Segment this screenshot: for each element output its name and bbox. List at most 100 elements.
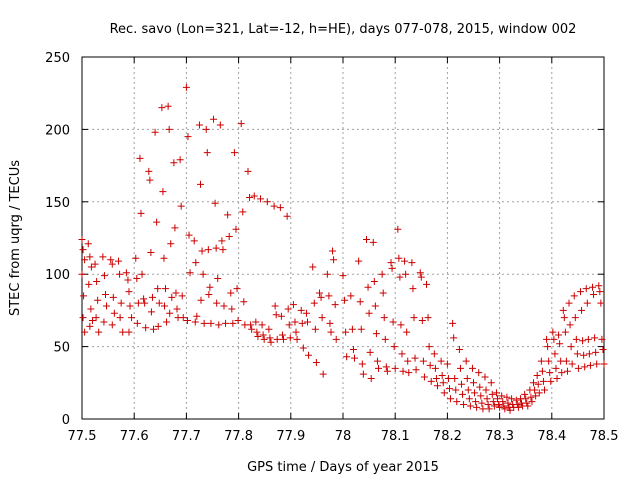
data-point (566, 321, 574, 329)
data-point (382, 363, 390, 371)
data-point (116, 314, 124, 322)
data-point (100, 318, 108, 326)
data-point (562, 357, 570, 365)
data-point (464, 386, 472, 394)
data-point (571, 314, 579, 322)
data-point (244, 167, 252, 175)
data-point (432, 374, 440, 382)
data-point (383, 367, 391, 375)
data-point (182, 83, 190, 91)
x-tick-labels: 77.5 77.6 77.7 77.8 77.9 78 78.1 78.2 78.3 78.4 78… (68, 429, 619, 444)
data-point (555, 331, 563, 339)
data-point (228, 305, 236, 313)
data-point (559, 306, 567, 314)
data-point (581, 363, 589, 371)
data-point (584, 335, 592, 343)
data-point (260, 335, 268, 343)
data-point (108, 260, 116, 268)
ticks (81, 56, 605, 420)
data-point (534, 380, 542, 388)
data-point (343, 353, 351, 361)
y-axis-label: STEC from uqrg / TECUs (8, 160, 23, 316)
data-point (87, 305, 95, 313)
data-point (349, 345, 357, 353)
data-point (87, 263, 95, 271)
data-point (278, 331, 286, 339)
data-point (316, 289, 324, 297)
data-point (79, 314, 87, 322)
data-point (86, 322, 94, 330)
data-point (364, 283, 372, 291)
data-point (341, 296, 349, 304)
x-tick-label: 77.7 (172, 429, 201, 444)
y-tick-label: 200 (45, 123, 70, 138)
data-point (522, 395, 530, 403)
data-point (100, 272, 108, 280)
data-point (78, 235, 86, 243)
data-point (570, 292, 578, 300)
data-point (479, 405, 487, 413)
data-point (445, 385, 453, 393)
data-point (147, 248, 155, 256)
data-point (475, 369, 483, 377)
data-point (133, 319, 141, 327)
data-point (142, 324, 150, 332)
data-point (283, 212, 291, 220)
data-point (254, 332, 262, 340)
data-point (218, 237, 226, 245)
data-point (565, 299, 573, 307)
data-point (258, 321, 266, 329)
data-point (583, 299, 591, 307)
data-point (539, 377, 547, 385)
data-point (424, 314, 432, 322)
data-point (323, 270, 331, 278)
data-point (230, 149, 238, 157)
data-point (367, 374, 375, 382)
data-point (151, 128, 159, 136)
data-point (451, 374, 459, 382)
data-point (326, 319, 334, 327)
data-point (293, 335, 301, 343)
data-point (116, 270, 124, 278)
data-point (172, 289, 180, 297)
data-point (99, 253, 107, 261)
data-point (298, 319, 306, 327)
data-point (374, 364, 382, 372)
data-point (210, 115, 218, 123)
data-point (191, 318, 199, 326)
data-point (586, 361, 594, 369)
data-point (159, 188, 167, 196)
data-point (599, 345, 607, 353)
data-point (225, 233, 233, 241)
y-tick-label: 250 (45, 51, 70, 66)
data-point (574, 364, 582, 372)
data-point (380, 314, 388, 322)
data-point (437, 357, 445, 365)
data-point (192, 259, 200, 267)
data-point (350, 354, 358, 362)
data-point (560, 314, 568, 322)
data-point (196, 180, 204, 188)
data-point (492, 389, 500, 397)
data-point (311, 325, 319, 333)
data-point (592, 348, 600, 356)
data-point (457, 380, 465, 388)
data-point (466, 402, 474, 410)
data-point (489, 398, 497, 406)
data-point (460, 401, 468, 409)
data-point (468, 364, 476, 372)
data-point (227, 289, 235, 297)
data-point (595, 282, 603, 290)
data-point (398, 350, 406, 358)
data-point (199, 270, 207, 278)
data-point (439, 379, 447, 387)
data-point (546, 369, 554, 377)
data-point (257, 195, 265, 203)
data-point (214, 275, 222, 283)
data-point (452, 386, 460, 394)
data-point (589, 283, 597, 291)
data-point (501, 405, 509, 413)
data-point (85, 280, 93, 288)
x-tick-label: 77.5 (68, 429, 97, 444)
